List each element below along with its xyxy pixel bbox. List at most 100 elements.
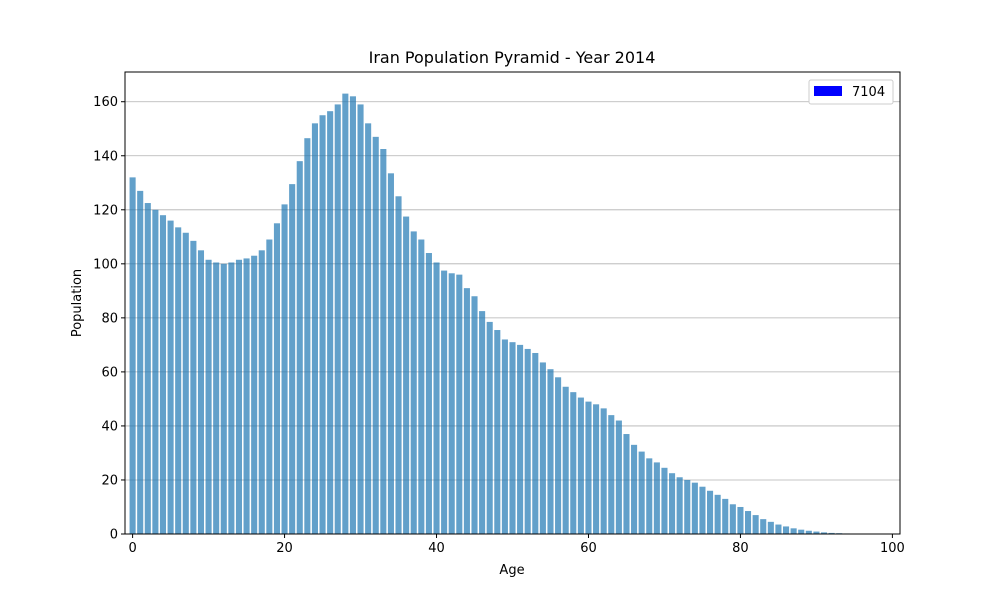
bar	[137, 190, 144, 534]
bar	[798, 529, 805, 534]
bar	[144, 203, 151, 534]
x-axis-label: Age	[499, 563, 524, 578]
bar	[494, 330, 501, 534]
bar	[722, 498, 729, 534]
bar	[707, 490, 714, 534]
bar	[790, 528, 797, 534]
bar	[782, 526, 790, 534]
x-tick-label: 40	[428, 541, 445, 556]
bar	[562, 386, 569, 534]
bar	[669, 473, 676, 534]
bar	[517, 344, 524, 534]
bar	[600, 408, 607, 534]
bar	[197, 250, 205, 534]
bar	[235, 259, 243, 534]
bar	[509, 342, 516, 534]
bar	[813, 531, 820, 534]
x-tick-label: 100	[880, 541, 905, 556]
bar	[357, 104, 364, 534]
bar	[220, 263, 227, 534]
bar	[296, 161, 303, 534]
legend: 7104	[808, 79, 894, 105]
x-tick-label: 0	[128, 541, 136, 556]
bar	[646, 458, 653, 534]
bar	[243, 258, 250, 534]
bar	[365, 123, 372, 534]
legend-swatch	[814, 86, 842, 96]
y-tick-label: 40	[101, 419, 118, 434]
bar	[585, 401, 592, 534]
bar	[304, 138, 311, 534]
bar	[258, 250, 265, 534]
bar	[410, 231, 417, 534]
bar	[752, 515, 759, 534]
bar	[456, 274, 463, 534]
bar	[547, 369, 554, 534]
bar	[699, 486, 706, 534]
bar	[820, 532, 828, 534]
bar	[266, 239, 273, 534]
bar	[684, 479, 691, 534]
bar	[737, 506, 744, 534]
y-tick-label: 20	[101, 473, 118, 488]
bar	[418, 239, 425, 534]
bar	[213, 262, 220, 534]
bar	[767, 521, 774, 534]
bar	[691, 482, 698, 534]
bar	[205, 259, 212, 534]
bar	[380, 149, 387, 534]
bar	[661, 467, 668, 534]
bar	[577, 397, 584, 534]
bar	[638, 451, 645, 534]
bar	[805, 530, 812, 534]
x-tick-label: 20	[276, 541, 293, 556]
bar	[532, 352, 539, 534]
bar	[425, 253, 432, 534]
bar	[623, 434, 630, 534]
bar	[608, 415, 615, 534]
bar	[175, 227, 182, 534]
bar	[311, 123, 318, 534]
bar	[395, 196, 402, 534]
bar	[555, 377, 562, 534]
bar	[273, 223, 280, 534]
bar	[327, 111, 334, 534]
bar	[289, 184, 296, 534]
bar	[159, 215, 167, 534]
y-tick-label: 160	[93, 95, 118, 110]
bar	[152, 209, 159, 534]
bar	[319, 115, 326, 534]
bar	[570, 392, 577, 534]
chart-title: Iran Population Pyramid - Year 2014	[369, 48, 656, 67]
bar	[539, 362, 546, 534]
bar	[403, 216, 410, 534]
bar	[129, 177, 136, 535]
x-tick-label: 80	[732, 541, 749, 556]
y-tick-label: 0	[110, 528, 118, 543]
bars	[129, 93, 896, 535]
bar	[167, 220, 174, 534]
bar	[334, 104, 341, 534]
bar	[441, 270, 448, 534]
bar	[486, 321, 493, 534]
x-tick-label: 60	[580, 541, 597, 556]
y-tick-label: 80	[101, 311, 118, 326]
bar	[729, 504, 736, 534]
bar	[281, 204, 288, 534]
plot-frame	[124, 71, 901, 535]
bar	[615, 420, 622, 534]
y-axis: 0 20 40 60 80 100 120 140 160	[93, 95, 125, 543]
bar	[775, 524, 782, 534]
bar	[448, 273, 455, 534]
bar	[714, 494, 721, 534]
bar	[501, 339, 508, 534]
bar	[182, 232, 189, 534]
y-tick-label: 60	[101, 365, 118, 380]
y-tick-label: 120	[93, 203, 118, 218]
bar	[349, 96, 356, 534]
bar	[479, 311, 486, 534]
bar	[251, 255, 258, 534]
bar	[593, 404, 600, 534]
y-tick-label: 100	[93, 257, 118, 272]
